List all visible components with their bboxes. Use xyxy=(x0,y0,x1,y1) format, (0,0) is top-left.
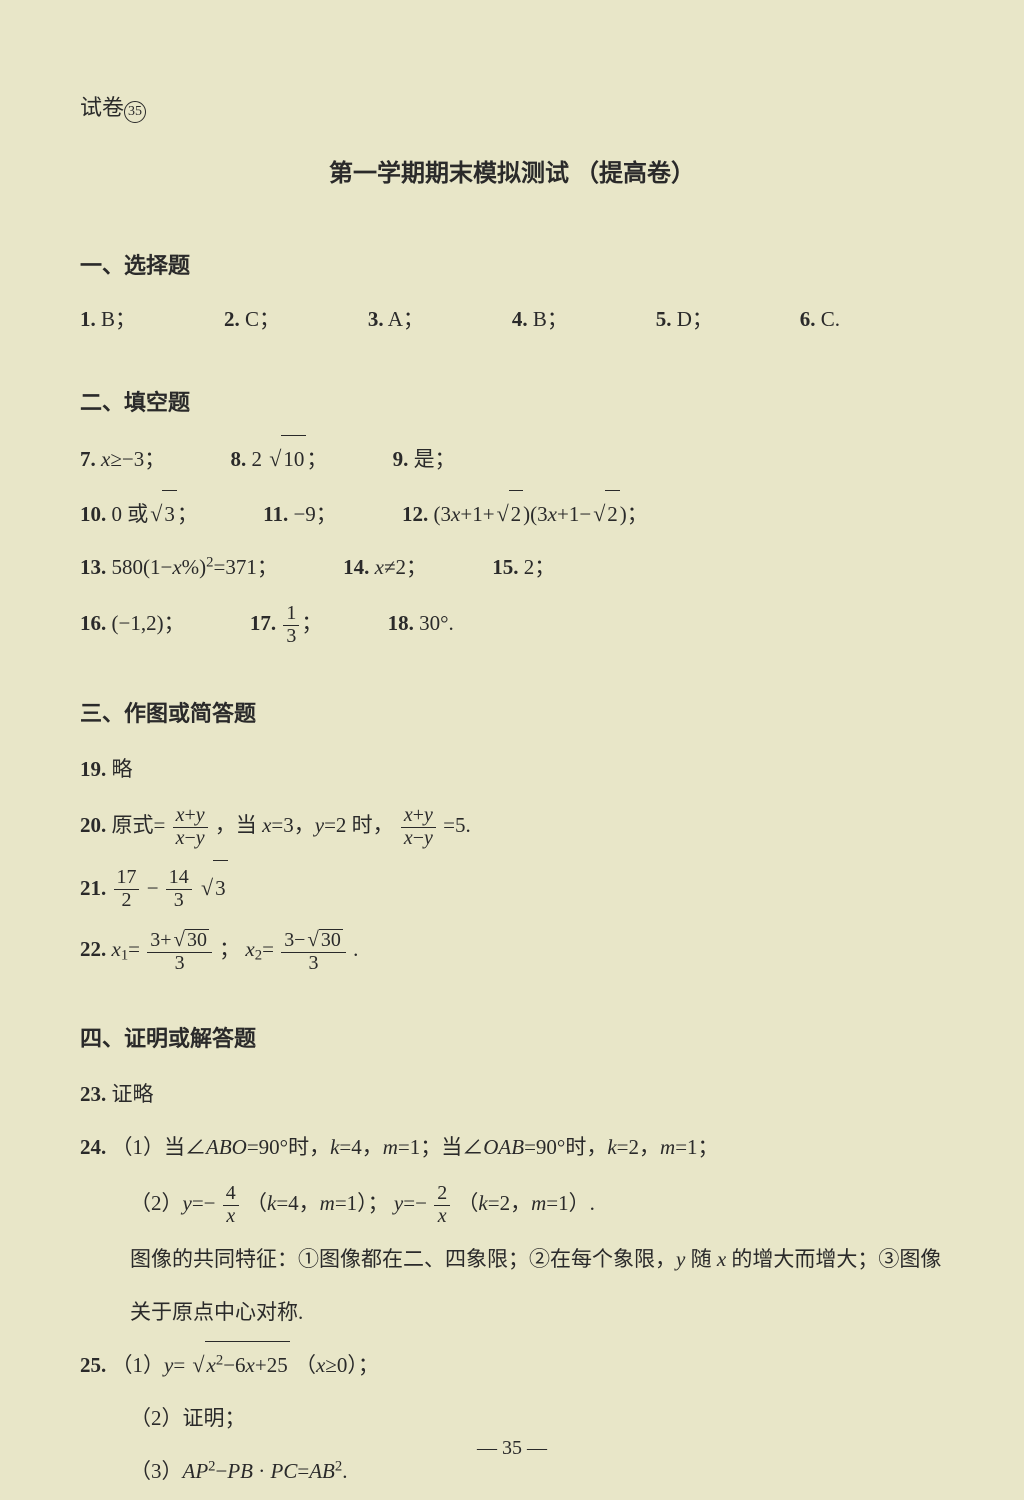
q24-line1: 24. （1）当∠ABO=90°时，k=4，m=1；当∠OAB=90°时，k=2… xyxy=(80,1124,944,1170)
ans-1: 1. B； xyxy=(80,298,224,340)
q25-line1: 25. （1）y= x2−6x+25 （x≥0）； xyxy=(80,1341,944,1390)
q24-line4: 关于原点中心对称. xyxy=(80,1289,944,1335)
ans-5: 5. D； xyxy=(656,298,800,340)
ans-3: 3. A； xyxy=(368,298,512,340)
page-title: 第一学期期末模拟测试 （提高卷） xyxy=(80,153,944,188)
ans-2: 2. C； xyxy=(224,298,368,340)
q13-q14-q15: 13. 580(1−x%)2=371； 14. x≠2； 15. 2； xyxy=(80,544,944,590)
q16-q17-q18: 16. (−1,2)； 17. 13； 18. 30°. xyxy=(80,596,944,651)
q22: 22. x1= 3+303 ； x2= 3−303 . xyxy=(80,922,944,977)
section-1-heading: 一、选择题 xyxy=(80,248,944,280)
page-label: 试卷35 xyxy=(80,90,944,123)
section-2-heading: 二、填空题 xyxy=(80,385,944,417)
q24-line2: （2）y=− 4x （k=4，m=1）； y=− 2x （k=2，m=1）. xyxy=(80,1176,944,1231)
page-label-prefix: 试卷 xyxy=(80,95,124,120)
q19: 19. 略 xyxy=(80,746,944,792)
q21: 21. 172 − 143 3 xyxy=(80,859,944,916)
q23: 23. 证略 xyxy=(80,1071,944,1117)
section-4-heading: 四、证明或解答题 xyxy=(80,1021,944,1053)
ans-6: 6. C. xyxy=(800,298,944,340)
q20: 20. 原式= x+yx−y ，当 x=3，y=2 时， x+yx−y =5. xyxy=(80,798,944,853)
section-1-answers: 1. B； 2. C； 3. A； 4. B； 5. D； 6. C. xyxy=(80,298,944,340)
section-3-heading: 三、作图或简答题 xyxy=(80,696,944,728)
q25-line2: （2）证明； xyxy=(80,1395,944,1441)
page-number: — 35 — xyxy=(0,1437,1024,1460)
q7-q8-q9: 7. x≥−3； 8. 2 10； 9. 是； xyxy=(80,435,944,484)
ans-4: 4. B； xyxy=(512,298,656,340)
q10-q11-q12: 10. 0 或3； 11. −9； 12. (3x+1+2)(3x+1−2)； xyxy=(80,490,944,539)
q24-line3: 图像的共同特征：①图像都在二、四象限；②在每个象限，y 随 x 的增大而增大；③… xyxy=(80,1236,944,1282)
page-label-number: 35 xyxy=(124,101,146,123)
